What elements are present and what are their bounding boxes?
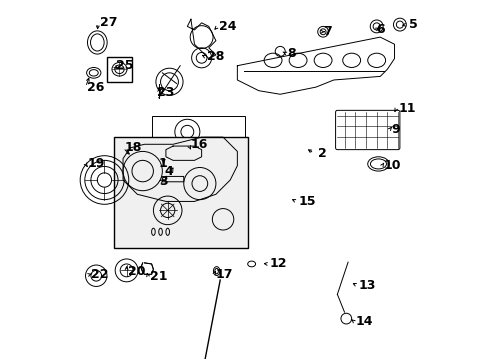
Text: 2: 2 — [317, 147, 326, 160]
Text: 24: 24 — [219, 20, 237, 33]
Text: 5: 5 — [408, 18, 417, 31]
Text: 19: 19 — [87, 157, 104, 170]
Text: 1: 1 — [159, 157, 167, 170]
Text: 3: 3 — [159, 175, 167, 188]
Text: 18: 18 — [124, 141, 142, 154]
Text: 16: 16 — [190, 138, 208, 151]
Text: 17: 17 — [216, 268, 233, 281]
Text: 10: 10 — [383, 159, 401, 172]
Text: 20: 20 — [128, 265, 145, 278]
Bar — [107, 57, 132, 82]
Bar — [151, 116, 244, 187]
Text: 8: 8 — [287, 47, 295, 60]
Text: 14: 14 — [354, 315, 372, 328]
Text: 13: 13 — [358, 279, 375, 292]
Bar — [114, 137, 247, 248]
Text: 12: 12 — [269, 257, 286, 270]
Text: 6: 6 — [376, 23, 385, 36]
Text: 11: 11 — [397, 102, 415, 115]
Text: 21: 21 — [149, 270, 167, 283]
Text: 7: 7 — [323, 25, 331, 38]
Text: 22: 22 — [91, 268, 108, 281]
Text: 23: 23 — [157, 86, 174, 99]
Text: 26: 26 — [87, 81, 104, 94]
Text: 28: 28 — [206, 50, 224, 63]
Text: 27: 27 — [100, 16, 117, 29]
Text: 4: 4 — [164, 165, 173, 177]
Text: 9: 9 — [390, 123, 399, 136]
Text: 15: 15 — [298, 195, 315, 208]
Text: 25: 25 — [116, 59, 133, 72]
